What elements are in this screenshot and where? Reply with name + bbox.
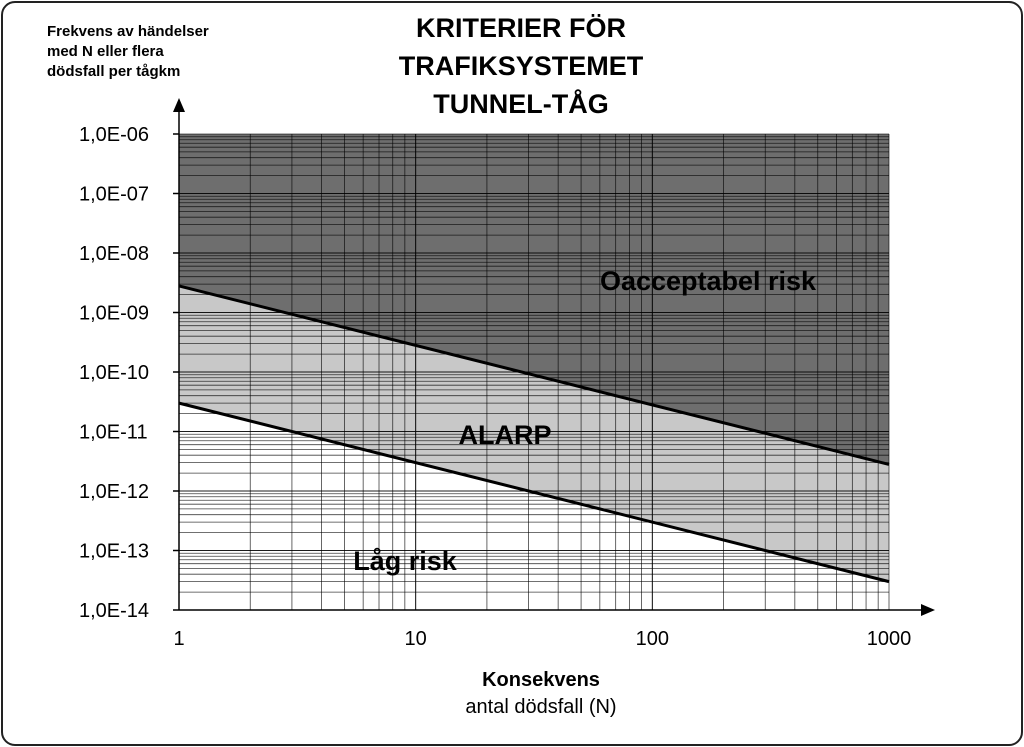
region-alarp	[179, 285, 889, 582]
chart-title-line-1: KRITERIER FÖR	[416, 13, 626, 43]
y-tick-label: 1,0E-10	[79, 362, 149, 384]
region-unacceptable	[179, 134, 889, 465]
y-axis-label-line-3: dödsfall per tågkm	[47, 63, 180, 80]
region-label-alarp: ALARP	[459, 420, 552, 450]
y-tick-label: 1,0E-14	[79, 600, 149, 622]
line-low-risk-limit	[178, 401, 890, 584]
x-axis-sublabel: antal dödsfall (N)	[465, 696, 616, 718]
tick-labels: 1 10 100 1000 1,0E-06 1,0E-07 1,0E-08 1,0E-09 1,…	[79, 124, 911, 650]
x-axis-arrow-icon	[921, 604, 935, 616]
y-axis-label-line-1: Frekvens av händelser	[47, 23, 209, 40]
y-tick-label: 1,0E-07	[79, 184, 149, 206]
y-tick-label: 1,0E-12	[79, 481, 149, 503]
y-tick-label: 1,0E-13	[79, 541, 149, 563]
y-tick-label: 1,0E-08	[79, 243, 149, 265]
chart-title-line-3: TUNNEL-TÅG	[433, 88, 608, 119]
y-axis-arrow-icon	[173, 98, 185, 112]
y-axis-label: Frekvens av händelser med N eller flera …	[47, 23, 209, 80]
x-axis-label: Konsekvens	[482, 669, 600, 691]
x-tick-label: 100	[636, 628, 669, 650]
x-tick-label: 1	[173, 628, 184, 650]
y-tick-label: 1,0E-09	[79, 303, 149, 325]
x-tick-label: 1000	[867, 628, 912, 650]
y-tick-label: 1,0E-06	[79, 124, 149, 146]
criteria-lines	[178, 284, 890, 584]
axes	[173, 98, 935, 616]
chart-title-line-2: TRAFIKSYSTEMET	[399, 51, 644, 81]
y-axis-label-line-2: med N eller flera	[47, 43, 164, 60]
region-label-unacceptable: Oacceptabel risk	[600, 266, 817, 296]
region-label-low-risk: Låg risk	[353, 546, 458, 576]
x-tick-label: 10	[405, 628, 427, 650]
y-tick-label: 1,0E-11	[79, 422, 148, 444]
chart-svg: 1 10 100 1000 1,0E-06 1,0E-07 1,0E-08 1,0E-09 1,…	[47, 13, 935, 718]
chart-title: KRITERIER FÖR TRAFIKSYSTEMET TUNNEL-TÅG	[399, 13, 644, 119]
line-unacceptable-limit	[178, 284, 890, 466]
